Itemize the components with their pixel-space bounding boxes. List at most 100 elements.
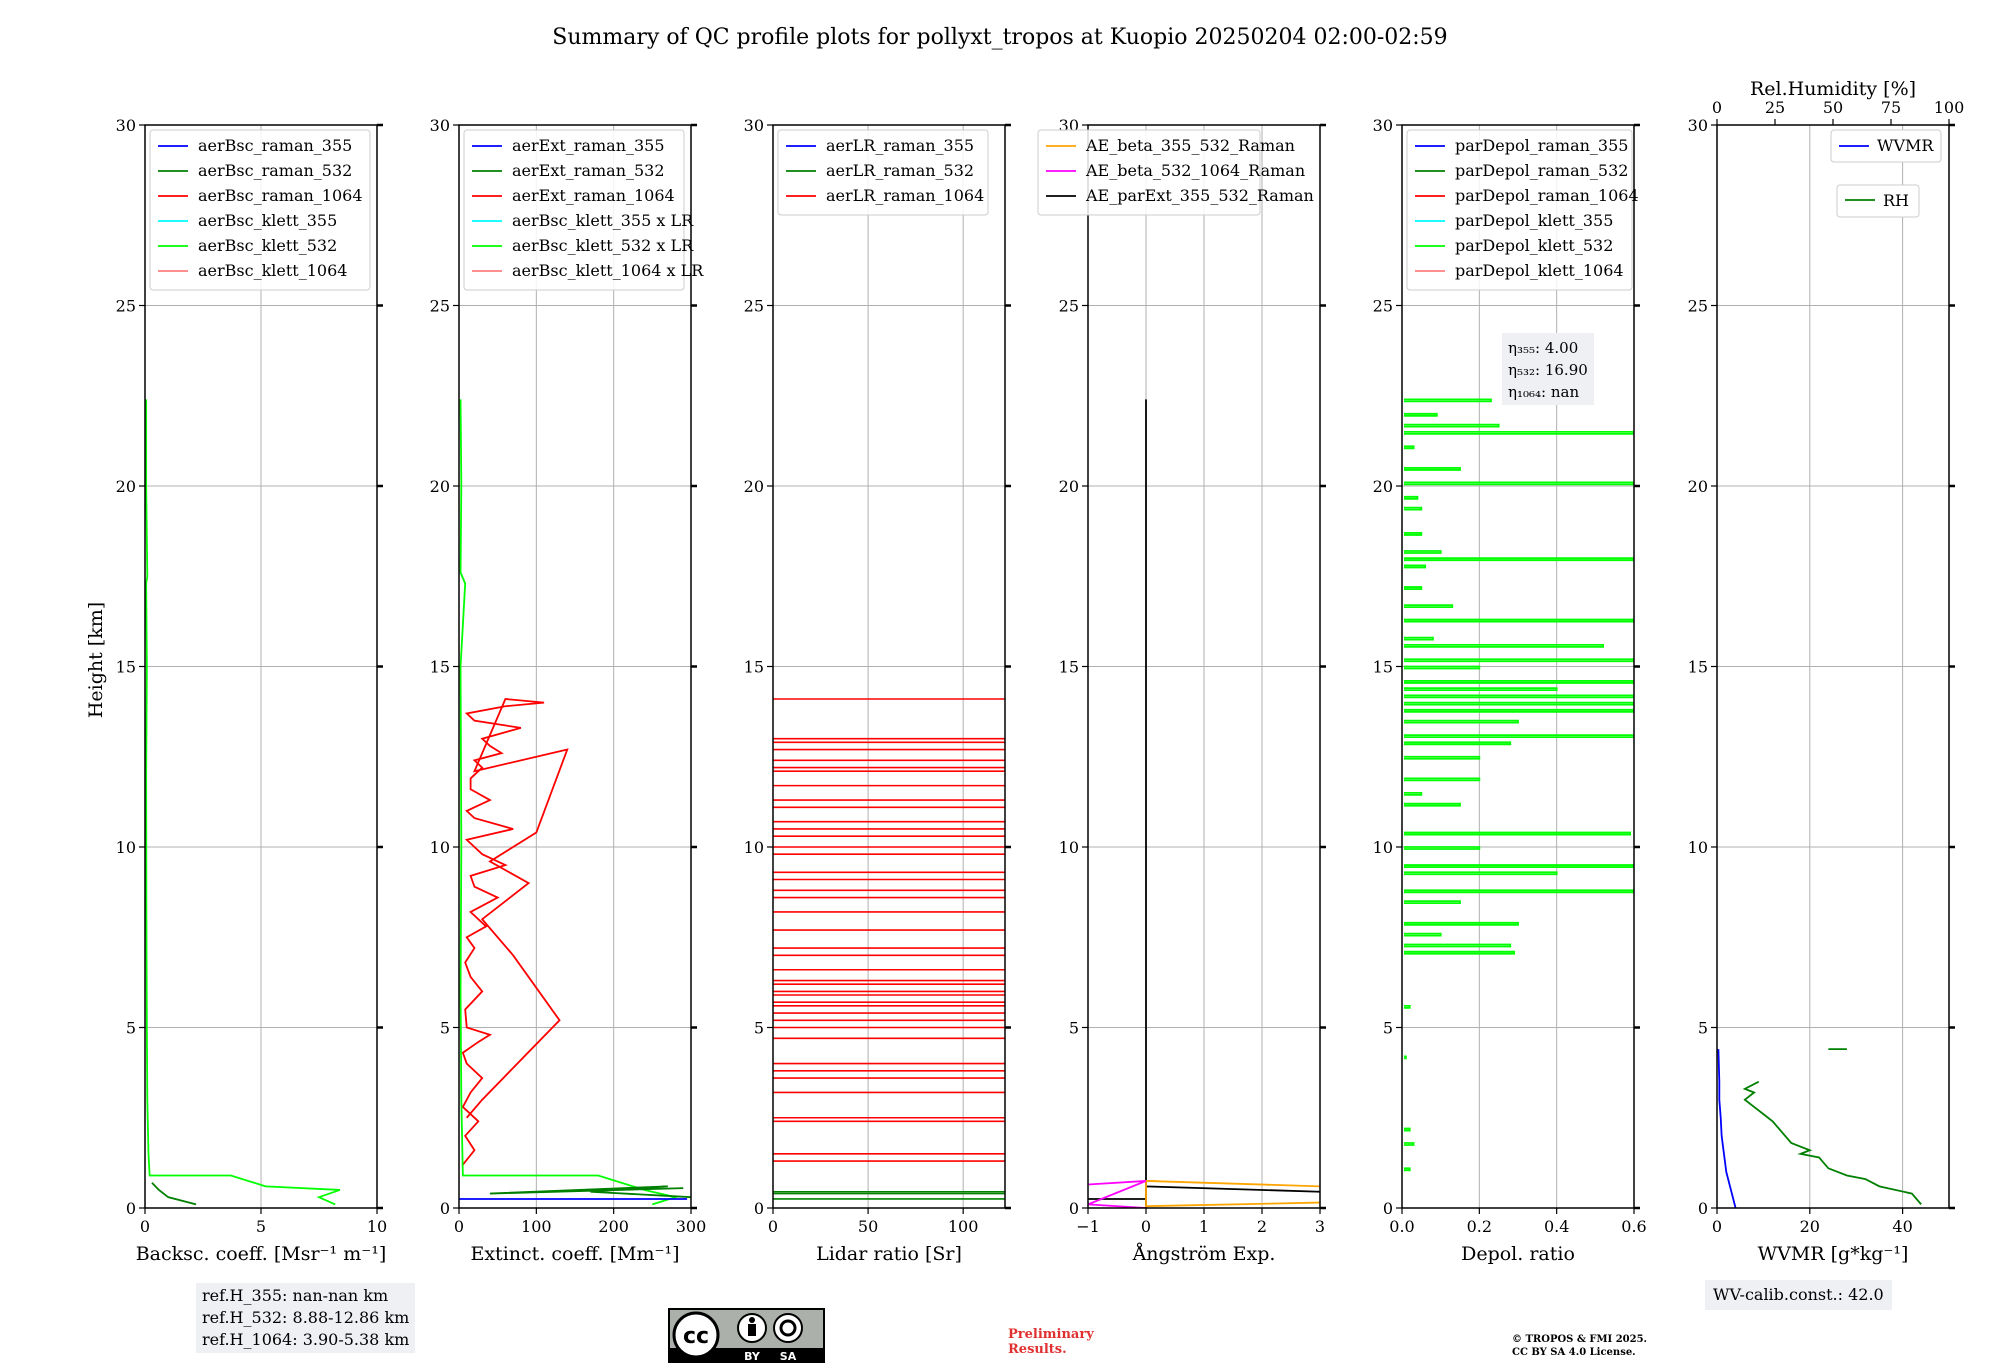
x-axis-label: Depol. ratio <box>1461 1243 1575 1265</box>
legend-wvmr: WVMR <box>1831 130 1941 162</box>
legend-label: parDepol_raman_532 <box>1455 161 1628 180</box>
y-tick-label: 10 <box>1059 838 1079 857</box>
legend-label: AE_beta_532_1064_Raman <box>1085 161 1305 180</box>
series-RH <box>1745 1082 1921 1205</box>
y-tick-label: 20 <box>1373 477 1393 496</box>
y-tick-label: 25 <box>116 297 136 316</box>
panel-backscatter: 0 5 10 15 20 25 30 0 5 10 Backsc. coeff. [Msr⁻¹ m⁻… <box>116 116 388 1265</box>
x-tick-label: 20 <box>1800 1217 1820 1236</box>
series-group <box>1718 1049 1921 1208</box>
x-tick-label: 0.0 <box>1389 1217 1414 1236</box>
y-tick-label: 20 <box>1688 477 1708 496</box>
legend-label: aerBsc_klett_355 x LR <box>512 211 694 230</box>
legend-label: parDepol_klett_355 <box>1455 211 1613 230</box>
copyright-line-1: © TROPOS & FMI 2025. <box>1512 1333 1647 1346</box>
qc-profile-figure: Summary of QC profile plots for pollyxt_… <box>0 0 2000 1360</box>
x-tick-label: 1 <box>1199 1217 1209 1236</box>
x-tick-label: 100 <box>948 1217 979 1236</box>
legend-label: parDepol_raman_355 <box>1455 136 1628 155</box>
ref-height-1064: ref.H_1064: 3.90-5.38 km <box>202 1329 409 1351</box>
wv-calib-const: WV-calib.const.: 42.0 <box>1713 1284 1884 1306</box>
top-x-tick-label: 100 <box>1934 98 1965 117</box>
x-tick-label: 10 <box>367 1217 387 1236</box>
y-tick-label: 20 <box>1059 477 1079 496</box>
y-tick-label: 25 <box>744 297 764 316</box>
copyright-line-2: CC BY SA 4.0 License. <box>1512 1346 1647 1359</box>
x-tick-label: −1 <box>1076 1217 1100 1236</box>
x-tick-label: 0 <box>768 1217 778 1236</box>
y-tick-label: 15 <box>1059 658 1079 677</box>
y-axis-label: Height [km] <box>85 602 107 718</box>
x-tick-label: 200 <box>598 1217 629 1236</box>
legend-label: aerBsc_klett_1064 <box>198 261 347 280</box>
cc-license-badge: cc BY SA <box>668 1308 825 1363</box>
legend-label: aerBsc_klett_355 <box>198 211 337 230</box>
y-tick-label: 10 <box>116 838 136 857</box>
preliminary-note: Preliminary Results. <box>1008 1327 1094 1357</box>
series-AE_beta_355_532_Raman <box>1146 1181 1320 1206</box>
y-tick-label: 25 <box>1688 297 1708 316</box>
copyright-note: © TROPOS & FMI 2025. CC BY SA 4.0 Licens… <box>1512 1333 1647 1359</box>
x-tick-label: 0.4 <box>1544 1217 1569 1236</box>
panel-wvmr: 0510152025300 20 40WVMR [g*kg⁻¹]0 25 50 75 100… <box>1688 78 1965 1265</box>
legend-label: aerExt_raman_355 <box>512 136 665 155</box>
y-tick-label: 0 <box>440 1199 450 1218</box>
x-axis-label: Backsc. coeff. [Msr⁻¹ m⁻¹] <box>136 1243 387 1265</box>
legend: aerExt_raman_355 aerExt_raman_532 aerExt_r… <box>464 130 704 290</box>
legend-label: aerBsc_raman_532 <box>198 161 352 180</box>
y-tick-label: 25 <box>1373 297 1393 316</box>
x-tick-label: 0 <box>454 1217 464 1236</box>
x-axis-label: Ångström Exp. <box>1132 1243 1276 1265</box>
ref-height-355: ref.H_355: nan-nan km <box>202 1285 409 1307</box>
by-label: BY <box>744 1350 761 1363</box>
eta-annotation-line: η₁₀₆₄: nan <box>1508 383 1579 401</box>
series-group <box>773 699 1005 1199</box>
y-tick-label: 15 <box>116 658 136 677</box>
x-tick-label: 300 <box>676 1217 707 1236</box>
preliminary-line-1: Preliminary <box>1008 1327 1094 1342</box>
y-tick-label: 15 <box>430 658 450 677</box>
legend-rh: RH <box>1837 185 1919 217</box>
eta-annotation: η₃₅₅: 4.00 η₅₃₂: 16.90 η₁₀₆₄: nan <box>1502 333 1594 405</box>
sa-share-icon <box>774 1314 802 1342</box>
y-tick-label: 15 <box>1373 658 1393 677</box>
figure-title: Summary of QC profile plots for pollyxt_… <box>552 25 1447 50</box>
legend: AE_beta_355_532_Raman AE_beta_532_1064_Ra… <box>1038 130 1314 215</box>
reference-heights-box: ref.H_355: nan-nan km ref.H_532: 8.88-12… <box>196 1283 415 1353</box>
y-tick-label: 5 <box>1069 1019 1079 1038</box>
series-group <box>459 399 691 1204</box>
legend-label: RH <box>1883 191 1909 210</box>
legend-label: aerBsc_klett_532 <box>198 236 337 255</box>
series-aerBsc_raman_532 <box>152 1183 196 1205</box>
x-axis-label: WVMR [g*kg⁻¹] <box>1758 1243 1909 1265</box>
legend-label: parDepol_raman_1064 <box>1455 186 1639 205</box>
legend: parDepol_raman_355 parDepol_raman_532 parD… <box>1407 130 1639 290</box>
x-axis-label: Lidar ratio [Sr] <box>816 1243 962 1265</box>
eta-annotation-line: η₅₃₂: 16.90 <box>1508 361 1588 379</box>
y-tick-label: 5 <box>440 1019 450 1038</box>
y-tick-label: 0 <box>1383 1199 1393 1218</box>
legend-label: aerExt_raman_532 <box>512 161 665 180</box>
legend-label: parDepol_klett_1064 <box>1455 261 1624 280</box>
x-tick-label: 5 <box>256 1217 266 1236</box>
series-parDepol_klett_532 <box>1404 399 1634 1170</box>
series-aerBsc_klett_532 x LR <box>461 399 676 1204</box>
legend-label: aerBsc_raman_1064 <box>198 186 363 205</box>
x-tick-label: 0 <box>1141 1217 1151 1236</box>
legend-label: aerBsc_klett_1064 x LR <box>512 261 704 280</box>
y-tick-label: 0 <box>126 1199 136 1218</box>
series-WVMR <box>1718 1049 1735 1208</box>
y-tick-label: 15 <box>1688 658 1708 677</box>
top-x-tick-label: 25 <box>1765 98 1785 117</box>
legend-label: aerBsc_raman_355 <box>198 136 352 155</box>
x-tick-label: 0 <box>1712 1217 1722 1236</box>
preliminary-line-2: Results. <box>1008 1342 1094 1357</box>
top-x-tick-label: 50 <box>1823 98 1843 117</box>
y-tick-label: 20 <box>744 477 764 496</box>
legend-label: AE_beta_355_532_Raman <box>1085 136 1295 155</box>
ref-height-532: ref.H_532: 8.88-12.86 km <box>202 1307 409 1329</box>
y-tick-label: 5 <box>754 1019 764 1038</box>
legend-label: aerLR_raman_1064 <box>826 186 984 205</box>
x-axis-label: Extinct. coeff. [Mm⁻¹] <box>470 1243 679 1265</box>
